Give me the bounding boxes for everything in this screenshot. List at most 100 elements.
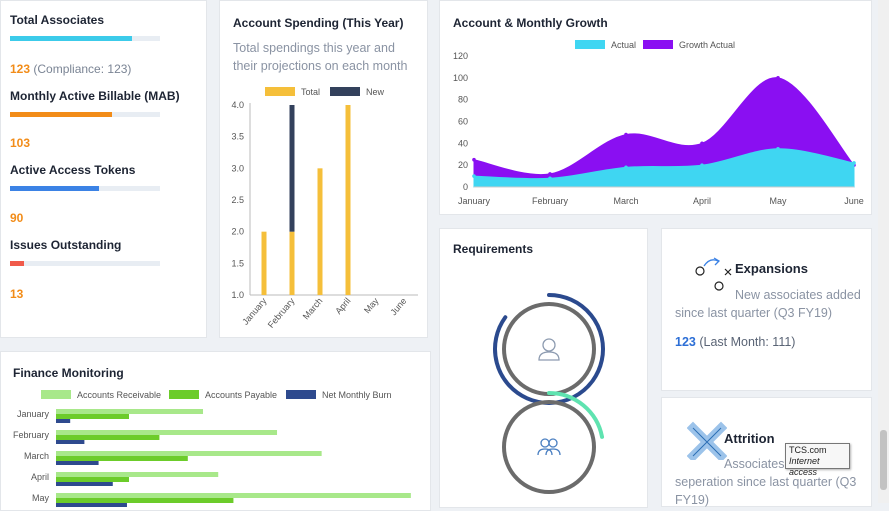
y-tick-label: May: [32, 493, 50, 503]
y-tick-label: 1.5: [231, 258, 244, 268]
gauge-arc: [493, 293, 605, 405]
y-tick-label: 100: [453, 73, 468, 83]
legend-label: Accounts Receivable: [77, 390, 161, 400]
data-point: [624, 132, 628, 137]
gauge-2: [502, 391, 605, 494]
stat-bar-total-associates: [10, 36, 160, 41]
legend-label: Total: [301, 87, 320, 97]
bar-net-monthly-burn: [56, 482, 113, 486]
y-tick-label: 2.5: [231, 195, 244, 205]
legend-swatch: [643, 40, 673, 49]
y-tick-label: January: [17, 409, 50, 419]
y-tick-label: 3.0: [231, 163, 244, 173]
legend-swatch: [575, 40, 605, 49]
finance-title: Finance Monitoring: [13, 366, 124, 380]
legend-swatch: [41, 390, 71, 399]
x-tick-label: February: [532, 196, 569, 206]
attrition-line-1: Associates l: [724, 457, 791, 471]
legend-swatch: [169, 390, 199, 399]
x-tick-label: February: [266, 295, 297, 329]
stat-title-total-associates: Total Associates: [10, 13, 105, 27]
y-tick-label: 120: [453, 51, 468, 61]
bar-accounts-payable: [56, 498, 234, 503]
x-tick-label: May: [362, 295, 381, 315]
legend-label: Accounts Payable: [205, 390, 277, 400]
legend-swatch: [265, 87, 295, 96]
stat-note: (Compliance: 123): [33, 62, 132, 76]
growth-chart: Actual Growth Actual 0 20 40 60 80 100 120 Januar…: [453, 40, 864, 206]
stat-bar-access-tokens: [10, 186, 160, 191]
tooltip: TCS.com Internet access: [785, 443, 850, 477]
requirements-card: Requirements: [439, 228, 648, 508]
strategy-icon: [695, 257, 732, 291]
tooltip-line-2: Internet access: [789, 456, 820, 477]
finance-card: Finance Monitoring Accounts Receivable Ac…: [0, 351, 431, 511]
gauge-track: [502, 400, 596, 494]
expansions-value: 123: [675, 335, 696, 349]
data-point: [548, 176, 552, 181]
bar-net-monthly-burn: [56, 440, 85, 444]
data-point: [548, 172, 552, 176]
stat-bar-fill: [10, 112, 112, 117]
x-tick-label: May: [769, 196, 787, 206]
bar-accounts-receivable: [56, 472, 219, 477]
stat-bar-fill: [10, 261, 24, 266]
attrition-title: Attrition: [724, 431, 775, 446]
growth-card: Account & Monthly Growth Actual Growth Ac…: [439, 0, 872, 215]
person-icon: [538, 338, 560, 361]
legend-label: Net Monthly Burn: [322, 390, 392, 400]
x-tick-label: March: [613, 196, 638, 206]
x-tick-label: June: [388, 296, 408, 317]
page-scrollbar-thumb[interactable]: [880, 430, 887, 490]
y-tick-label: 60: [458, 117, 468, 127]
bar-net-monthly-burn: [56, 419, 71, 423]
bar-accounts-receivable: [56, 493, 411, 498]
x-tick-label: June: [844, 196, 864, 206]
gauge-1: [493, 293, 605, 405]
bar-total: [261, 231, 267, 295]
area-actual: [473, 148, 855, 188]
y-tick-label: February: [13, 430, 50, 440]
tooltip-line-1: TCS.com: [789, 445, 827, 455]
group-icon: [537, 438, 561, 456]
y-tick-label: 40: [458, 138, 468, 148]
stat-bar-fill: [10, 36, 132, 41]
bar-accounts-payable: [56, 414, 129, 419]
stat-bar-mab: [10, 112, 160, 117]
gauge-track: [502, 302, 596, 396]
data-point: [472, 157, 476, 162]
x-tick-label: March: [301, 296, 325, 322]
expansions-line-1: New associates added: [735, 288, 861, 302]
stat-value-total-associates: 123 (Compliance: 123): [10, 62, 131, 76]
y-tick-label: April: [31, 472, 49, 482]
bar-accounts-receivable: [56, 451, 322, 456]
growth-title: Account & Monthly Growth: [453, 16, 608, 30]
page-scrollbar[interactable]: [878, 0, 889, 503]
expansions-value-note: (Last Month: 111): [699, 335, 796, 349]
y-tick-label: 1.0: [231, 290, 244, 300]
legend-swatch: [330, 87, 360, 96]
data-point: [472, 174, 476, 178]
data-point: [624, 165, 628, 170]
account-spending-title: Account Spending (This Year): [233, 16, 404, 30]
data-point: [700, 141, 704, 146]
legend-label: New: [366, 87, 385, 97]
stat-bar-fill: [10, 186, 99, 191]
stat-title-access-tokens: Active Access Tokens: [10, 163, 136, 177]
legend-label: Growth Actual: [679, 40, 735, 50]
bar-accounts-receivable: [56, 430, 278, 435]
expansions-title: Expansions: [735, 261, 808, 276]
stat-title-issues: Issues Outstanding: [10, 238, 122, 252]
bar-new: [289, 105, 295, 232]
x-tick-label: January: [458, 196, 491, 206]
y-tick-label: 0: [463, 182, 468, 192]
data-point: [700, 163, 704, 167]
stat-value-access-tokens: 90: [10, 211, 24, 225]
stat-bar-issues: [10, 261, 160, 266]
x-tick-label: January: [240, 295, 269, 326]
attrition-line-3: FY19): [675, 493, 710, 507]
data-point: [776, 76, 780, 80]
subtitle-line: Total spendings this year and: [233, 41, 395, 55]
bar-accounts-payable: [56, 477, 129, 482]
requirements-title: Requirements: [453, 242, 534, 256]
